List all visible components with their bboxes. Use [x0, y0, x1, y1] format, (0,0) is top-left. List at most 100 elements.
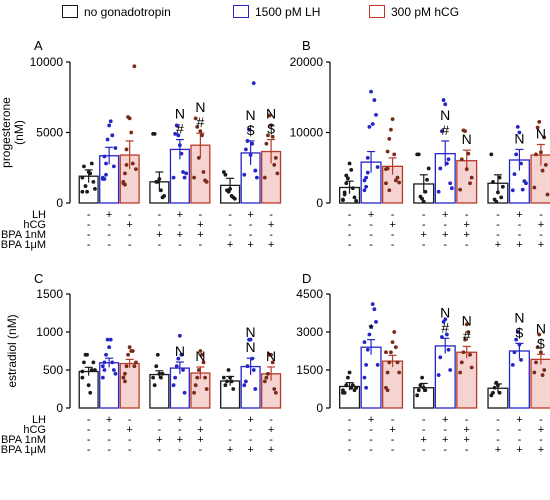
data-point [515, 124, 520, 129]
bar [434, 345, 456, 409]
data-point [173, 375, 178, 380]
y-tick-label: 4500 [296, 287, 323, 301]
treatment-symbol: - [178, 444, 182, 456]
data-point [342, 192, 347, 197]
data-point [532, 370, 537, 375]
data-point [344, 173, 349, 178]
data-point [176, 133, 181, 138]
legend-label-hcg: 300 pM hCG [391, 5, 460, 19]
treatment-symbol: + [177, 414, 183, 426]
treatment-symbol: - [107, 444, 111, 456]
treatment-symbol: - [199, 444, 203, 456]
treatment-symbol: + [442, 229, 448, 241]
data-point [515, 330, 520, 334]
treatment-symbol: - [128, 444, 132, 456]
significance-mark: N [175, 343, 185, 359]
data-point [193, 116, 198, 121]
treatment-symbol: - [199, 239, 203, 251]
data-point [365, 347, 370, 352]
data-point [93, 368, 97, 372]
data-point [273, 155, 278, 160]
treatment-symbol: - [465, 239, 469, 251]
data-point [196, 368, 201, 372]
data-point [468, 352, 472, 357]
significance-mark: # [176, 121, 184, 137]
data-point [203, 375, 207, 380]
treatment-symbol: - [539, 209, 543, 221]
treatment-symbol: - [158, 414, 162, 426]
data-point [532, 185, 537, 190]
data-point [254, 175, 259, 180]
significance-mark: N [514, 309, 524, 325]
data-point [535, 345, 540, 350]
significance-mark: N [440, 107, 450, 123]
data-point [510, 363, 515, 367]
data-point [159, 188, 163, 193]
data-point [248, 337, 253, 342]
treatment-symbol: - [348, 229, 352, 241]
data-point [346, 375, 350, 380]
data-point [225, 379, 229, 384]
treatment-symbol: - [87, 229, 91, 241]
y-axis-label-line: estradiol (nM) [5, 314, 19, 387]
data-point [384, 181, 388, 186]
data-point [107, 123, 112, 128]
treatment-symbol: + [177, 229, 183, 241]
y-tick-label: 1500 [36, 287, 63, 301]
y-tick-label: 0 [56, 196, 63, 210]
significance-mark: $ [516, 324, 524, 340]
data-point [423, 388, 428, 393]
data-point [162, 194, 166, 198]
y-axis-label: estradiol (nM) [5, 314, 19, 387]
data-point [448, 368, 453, 372]
data-point [251, 368, 256, 372]
y-tick-label: 0 [316, 401, 323, 415]
data-point [111, 368, 116, 372]
treatment-symbol: + [464, 424, 470, 436]
data-point [221, 170, 226, 174]
treatment-symbol: + [442, 414, 448, 426]
data-point [124, 147, 129, 152]
treatment-symbol: - [348, 209, 352, 221]
data-point [390, 340, 395, 345]
treatment-symbol: + [368, 209, 374, 221]
significance-mark: N [246, 324, 256, 340]
data-point [232, 196, 237, 201]
data-point [436, 373, 441, 377]
significance-mark: N [266, 348, 276, 364]
data-point [177, 143, 182, 148]
data-point [444, 161, 449, 166]
data-point [196, 155, 201, 160]
treatment-symbol: + [227, 444, 233, 456]
data-point [392, 330, 397, 334]
treatment-symbol: - [87, 219, 91, 231]
data-point [387, 136, 392, 141]
treatment-symbol: - [465, 444, 469, 456]
treatment-symbol: - [87, 414, 91, 426]
data-point [107, 345, 112, 350]
data-point [130, 161, 135, 166]
y-tick-label: 1000 [36, 325, 63, 339]
treatment-symbol: - [443, 424, 447, 436]
data-point [193, 383, 198, 388]
data-point [464, 322, 469, 327]
treatment-symbol: + [268, 424, 274, 436]
data-point [80, 369, 85, 374]
treatment-symbol: - [518, 434, 522, 446]
treatment-symbol: + [516, 239, 522, 251]
panel-letter: D [302, 271, 311, 286]
data-point [341, 197, 345, 202]
significance-mark: $ [247, 122, 255, 138]
data-point [250, 356, 255, 361]
data-point [245, 139, 250, 143]
data-point [266, 133, 270, 138]
data-point [510, 188, 515, 193]
data-point [468, 181, 472, 186]
data-point [466, 151, 471, 156]
treatment-symbol: + [464, 219, 470, 231]
treatment-symbol: - [348, 434, 352, 446]
data-point [245, 364, 250, 369]
data-point [177, 333, 182, 338]
data-point [459, 157, 464, 162]
